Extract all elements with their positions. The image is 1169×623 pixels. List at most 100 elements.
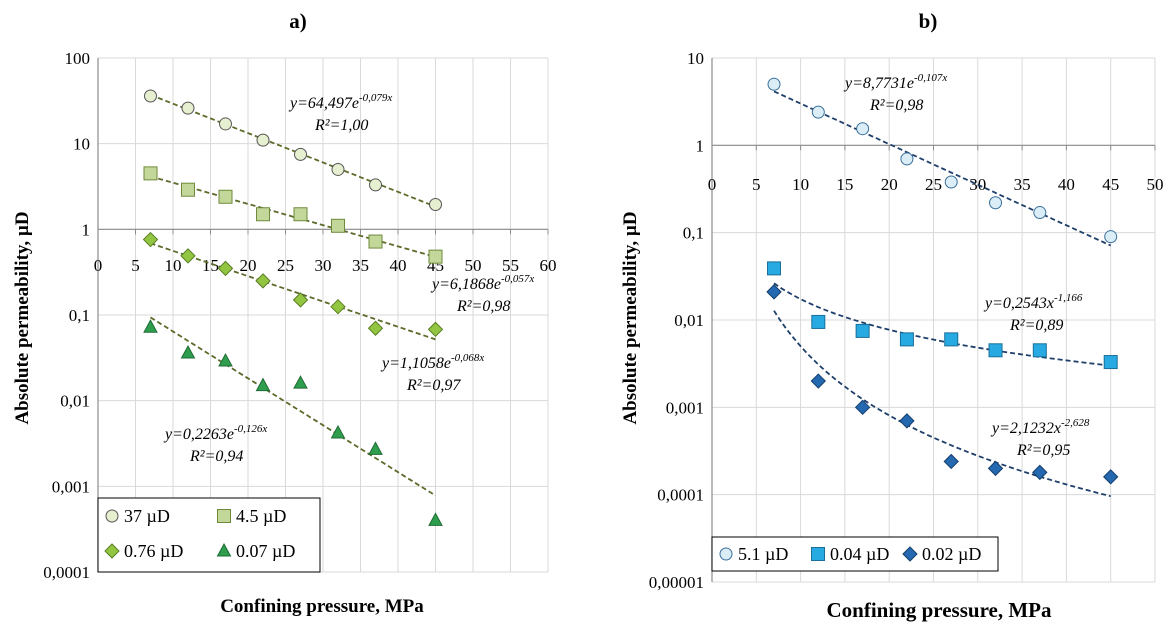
legend-marker	[217, 509, 231, 523]
data-point	[181, 182, 195, 197]
trendline	[773, 90, 1112, 247]
data-point	[767, 77, 781, 91]
data-point	[811, 314, 826, 329]
data-point	[944, 332, 959, 347]
data-point	[255, 273, 271, 289]
r-squared: R²=0,98	[456, 298, 510, 315]
legend-label: 0.07 µD	[236, 541, 295, 561]
data-point	[218, 189, 233, 204]
series-5-1-d: y=8,7731e-0,107x R²=0,98	[767, 72, 1118, 247]
y-tick-label: 0,001	[666, 398, 704, 417]
y-tick-label: 0,01	[60, 392, 90, 411]
legend-box	[711, 536, 999, 572]
y-axis-label: Absolute permeability, µD	[12, 211, 33, 424]
y-tick-label: 0,00001	[649, 573, 704, 592]
legend-item: 37 µD	[105, 506, 170, 526]
trend-equation: y=0,2263e-0,126x	[163, 423, 267, 443]
data-point	[368, 234, 383, 249]
y-tick-label: 0,1	[683, 224, 704, 243]
data-point	[142, 231, 159, 248]
x-tick-label: 30	[315, 256, 332, 275]
data-point	[428, 512, 443, 526]
data-point	[293, 375, 308, 389]
data-point	[856, 122, 870, 136]
x-tick-label: 50	[465, 256, 482, 275]
data-point	[367, 320, 384, 336]
data-point	[810, 373, 827, 389]
y-axis-label: Absolute permeability, µD	[620, 211, 641, 424]
r-squared: R²=0,97	[406, 377, 461, 394]
x-tick-label: 15	[202, 256, 219, 275]
data-point	[217, 260, 234, 277]
r-squared: R²=0,95	[1016, 442, 1070, 459]
series-0-76-d: y=1,1058e-0,068x R²=0,97	[142, 231, 484, 394]
x-tick-label: 35	[1014, 175, 1031, 194]
legend-label: 0.76 µD	[124, 541, 183, 561]
legend-item: 4.5 µD	[217, 506, 286, 526]
data-point	[143, 319, 158, 333]
trend-equation: y=8,7731e-0,107x	[843, 72, 947, 92]
series-4-5-d: y=6,1868e-0,057x R²=0,98	[143, 166, 534, 315]
data-point	[219, 117, 232, 131]
data-point	[143, 166, 158, 181]
data-point	[293, 207, 308, 222]
x-tick-label: 5	[752, 175, 761, 194]
series-0-02-d: y=2,1232x-2,628 R²=0,95	[766, 284, 1119, 498]
x-tick-label: 0	[708, 175, 717, 194]
data-point	[180, 248, 196, 264]
data-point	[1104, 230, 1118, 244]
trendline	[150, 94, 436, 208]
y-tick-label: 1	[696, 136, 705, 155]
trend-equation: y=1,1058e-0,068x	[380, 352, 484, 372]
trendline	[150, 316, 436, 497]
x-tick-label: 20	[881, 175, 898, 194]
r-squared: R²=0,94	[189, 448, 243, 465]
r-squared: R²=0,89	[1009, 317, 1063, 334]
legend-marker	[104, 543, 120, 559]
data-point	[1102, 469, 1119, 485]
trend-equation: y=64,497e-0,079x	[288, 92, 392, 112]
data-point	[854, 399, 871, 416]
data-point	[256, 133, 270, 147]
data-point	[1032, 464, 1048, 481]
trend-equation: y=6,1868e-0,057x	[430, 273, 534, 293]
data-point	[855, 323, 870, 338]
data-point	[1032, 343, 1047, 358]
trendline	[150, 242, 436, 341]
data-point	[811, 105, 825, 119]
legend-label: 37 µD	[124, 506, 170, 526]
x-tick-label: 25	[925, 175, 942, 194]
data-point	[899, 332, 914, 347]
y-tick-label: 10	[73, 135, 90, 154]
legend: 5.1 µD 0.04 µD 0.02 µD	[711, 536, 999, 572]
data-point	[180, 344, 196, 359]
x-tick-label: 10	[165, 256, 182, 275]
trendline	[773, 282, 1111, 367]
data-point	[369, 178, 382, 192]
y-tick-label: 0,0001	[657, 486, 704, 505]
legend-item: 0.76 µD	[104, 541, 183, 561]
data-point	[292, 292, 309, 308]
series-0-07-d: y=0,2263e-0,126x R²=0,94	[143, 316, 443, 526]
legend-item: 0.04 µD	[811, 544, 889, 564]
panel-title: b)	[919, 9, 938, 33]
legend-label: 0.02 µD	[922, 544, 981, 564]
x-tick-label: 15	[836, 175, 853, 194]
data-point	[181, 101, 195, 115]
legend: 37 µD 4.5 µD 0.76 µD 0.07 µD	[97, 497, 321, 573]
data-point	[988, 343, 1003, 358]
data-point	[427, 321, 444, 338]
y-tick-label: 0,1	[69, 306, 90, 325]
legend-box	[97, 497, 321, 573]
x-tick-label: 40	[1058, 175, 1075, 194]
data-point	[900, 152, 914, 166]
y-tick-label: 10	[687, 49, 704, 68]
panel-title: a)	[289, 9, 307, 33]
data-point	[330, 298, 346, 315]
trendline	[773, 310, 1111, 498]
legend-marker	[902, 546, 918, 562]
x-tick-label: 50	[1147, 175, 1164, 194]
x-tick-label: 60	[540, 256, 557, 275]
x-tick-label: 20	[240, 256, 257, 275]
